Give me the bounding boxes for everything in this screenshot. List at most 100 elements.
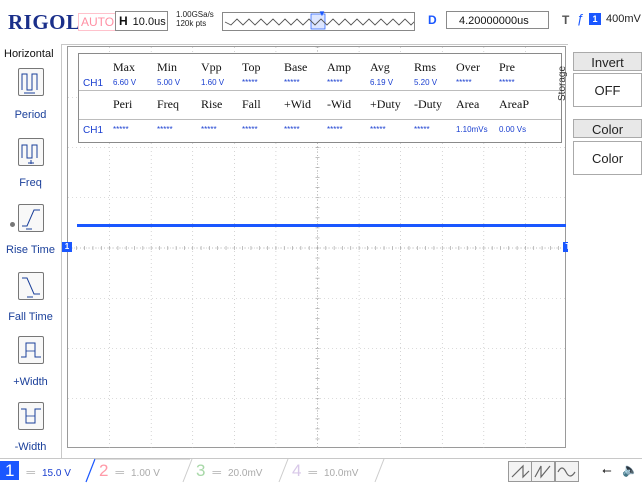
trigger-label: T: [562, 13, 570, 27]
meas-header: Rise: [201, 97, 223, 111]
channel-4-scale: 10.0mV: [323, 468, 359, 479]
dc-coupling-icon: ═: [308, 465, 317, 479]
frequency-icon: [18, 138, 44, 166]
meas-header: Fall: [242, 97, 261, 111]
meas-value: *****: [284, 78, 300, 87]
meas-value: 5.20 V: [414, 78, 438, 87]
channel-2-tab[interactable]: 2 ═ 1.00 V: [99, 459, 187, 483]
meas-value: 6.19 V: [370, 78, 394, 87]
ramp-alt-icon: [534, 465, 551, 479]
meas-header: Pre: [499, 60, 515, 74]
channel1-trace: [77, 224, 566, 227]
trigger-level[interactable]: 400mV: [606, 13, 641, 25]
meas-value: *****: [414, 125, 430, 134]
timebase-value: 10.0us: [132, 16, 166, 28]
channel-3-scale: 20.0mV: [227, 468, 263, 479]
menu-item-positive-width[interactable]: +Width: [0, 334, 61, 392]
dc-coupling-icon: ═: [26, 465, 35, 479]
sine-wave-icon: [557, 467, 576, 477]
menu-item-label: -Width: [14, 441, 47, 453]
menu-item-freq[interactable]: Freq: [0, 136, 61, 192]
meas-value-row-1: CH1 6.60 V 5.00 V 1.60 V ***** ***** ***** 6.1…: [79, 78, 563, 96]
timebase-label: H: [119, 14, 128, 28]
meas-header: Freq: [157, 97, 179, 111]
positive-width-icon: [18, 336, 44, 364]
meas-value: 5.00 V: [157, 78, 181, 87]
meas-header: Peri: [113, 97, 133, 111]
meas-value: *****: [113, 125, 129, 134]
menu-item-label: Freq: [19, 177, 42, 189]
measurement-table: Max Min Vpp Top Base Amp Avg Rms Over Pre CH1 6.6…: [78, 53, 562, 143]
menu-item-fall-time[interactable]: Fall Time: [0, 270, 61, 328]
storage-label: Storage: [557, 65, 568, 101]
meas-header: Amp: [327, 60, 351, 74]
trace-line: [77, 224, 566, 227]
channel-tab-dividers: [85, 458, 385, 483]
menu-item-label: +Width: [13, 376, 48, 388]
meas-value: 1.10mVs: [456, 125, 488, 134]
negative-width-icon: [18, 402, 44, 430]
channel-4-tab[interactable]: 4 ═ 10.0mV: [292, 459, 380, 483]
menu-item-period[interactable]: Period: [0, 66, 61, 124]
menu-item-label: Period: [14, 109, 47, 121]
meas-header: Top: [242, 60, 261, 74]
ramp-wave-button[interactable]: [508, 461, 532, 482]
channel-1-scale: 15.0 V: [41, 468, 71, 479]
meas-header: -Duty: [414, 97, 442, 111]
meas-value: *****: [284, 125, 300, 134]
fall-time-icon: [18, 272, 44, 300]
color-title: Color: [573, 119, 642, 138]
meas-header: Min: [157, 60, 178, 74]
sine-wave-button[interactable]: [555, 461, 579, 482]
trigger-position-icon: ▼: [318, 9, 326, 18]
meas-value: *****: [242, 78, 258, 87]
menu-title: Horizontal: [4, 48, 54, 60]
sample-rate: 1.00GSa/s: [176, 10, 214, 19]
memory-timeline[interactable]: [222, 12, 415, 31]
channel-2-scale: 1.00 V: [130, 468, 160, 479]
measure-menu: [0, 44, 62, 458]
channel-2-number: 2: [99, 461, 109, 480]
ramp-alt-button[interactable]: [531, 461, 555, 482]
period-icon: [18, 68, 44, 96]
meas-header: Base: [284, 60, 308, 74]
speaker-muted-icon[interactable]: 🔈: [622, 462, 639, 477]
channel1-level-marker[interactable]: 1: [62, 242, 72, 252]
meas-header: AreaP: [499, 97, 529, 111]
channel-1-tab[interactable]: 1 ═ 15.0 V: [0, 459, 92, 483]
meas-header: Vpp: [201, 60, 222, 74]
meas-header: Rms: [414, 60, 437, 74]
channel-3-tab[interactable]: 3 ═ 20.0mV: [196, 459, 284, 483]
invert-title: Invert: [573, 52, 642, 71]
rising-edge-icon: ƒ: [577, 11, 585, 26]
meas-value-row-2: CH1 ***** ***** ***** ***** ***** ***** ***** *…: [79, 125, 563, 143]
menu-item-label: Rise Time: [6, 244, 55, 256]
channel-1-number: 1: [0, 461, 20, 480]
meas-divider: [79, 119, 561, 120]
meas-divider: [79, 90, 561, 91]
menu-item-label: Fall Time: [8, 311, 53, 323]
meas-value: *****: [242, 125, 258, 134]
sample-info: 1.00GSa/s 120k pts: [176, 10, 214, 28]
storage-menu: [568, 44, 642, 458]
timeline-wave-icon: [224, 13, 414, 30]
meas-value: 1.60 V: [201, 78, 225, 87]
menu-item-negative-width[interactable]: -Width: [0, 400, 61, 458]
meas-header-row-2: Peri Freq Rise Fall +Wid -Wid +Duty -Duty Area Ar…: [79, 97, 563, 115]
trigger-source-badge[interactable]: 1: [589, 13, 601, 25]
timebase-display[interactable]: H 10.0us: [115, 11, 168, 31]
meas-header: -Wid: [327, 97, 352, 111]
rise-time-icon: [18, 204, 44, 232]
menu-item-rise-time[interactable]: Rise Time: [0, 202, 61, 260]
meas-header: +Wid: [284, 97, 311, 111]
selected-indicator-icon: [10, 222, 15, 227]
run-state-badge[interactable]: AUTO: [78, 13, 118, 31]
ramp-wave-icon: [511, 464, 530, 479]
delay-value[interactable]: 4.20000000us: [446, 11, 549, 29]
invert-toggle[interactable]: OFF: [573, 73, 642, 107]
color-option[interactable]: Color: [573, 141, 642, 175]
meas-value: *****: [456, 78, 472, 87]
meas-value: *****: [327, 125, 343, 134]
usb-icon: ⭠: [602, 463, 612, 477]
meas-channel-label: CH1: [83, 78, 104, 89]
